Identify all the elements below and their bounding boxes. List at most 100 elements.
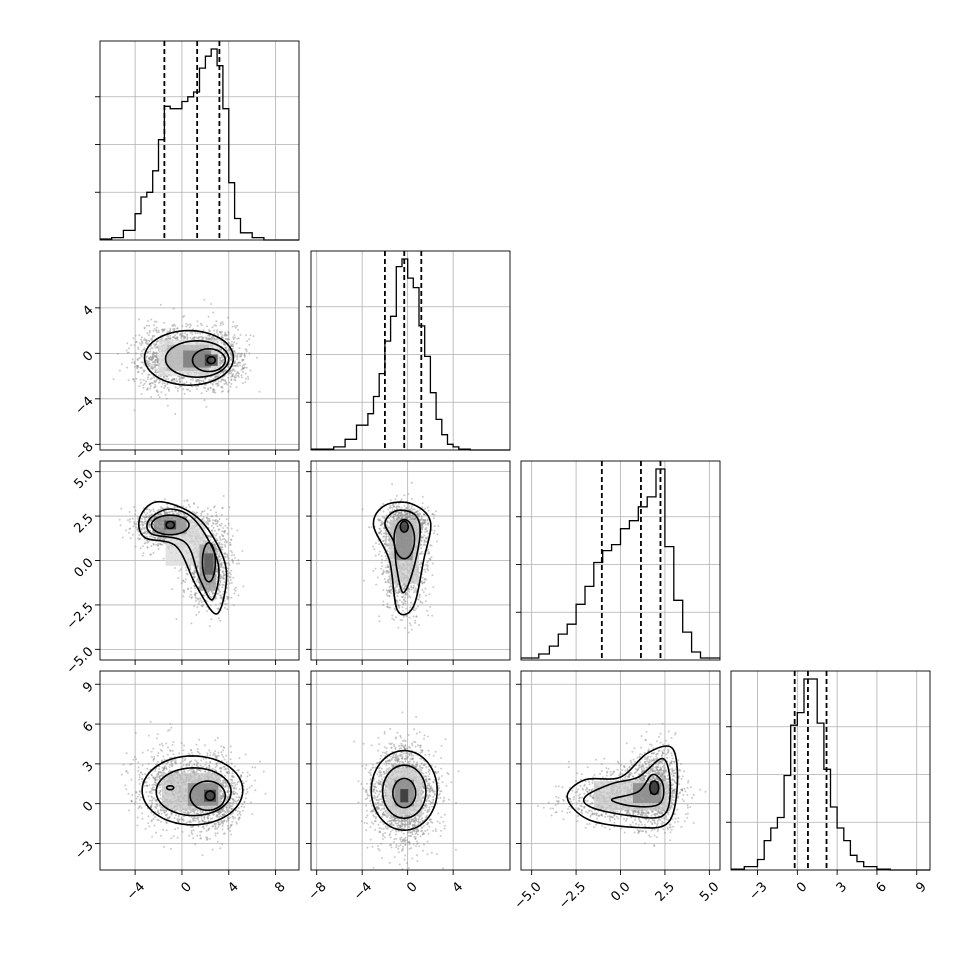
scatter-point bbox=[147, 515, 150, 518]
scatter-point bbox=[146, 342, 149, 345]
scatter-point bbox=[156, 389, 159, 392]
scatter-point bbox=[147, 363, 150, 366]
scatter-point bbox=[225, 795, 228, 798]
scatter-point bbox=[136, 364, 139, 367]
scatter-point bbox=[148, 535, 151, 538]
scatter-point bbox=[185, 322, 188, 325]
scatter-point bbox=[127, 531, 130, 534]
contour-line bbox=[146, 508, 220, 601]
scatter-point bbox=[244, 363, 247, 366]
scatter-point bbox=[211, 382, 214, 385]
scatter-point bbox=[237, 374, 239, 377]
scatter-point bbox=[221, 527, 224, 529]
scatter-point bbox=[223, 581, 226, 584]
scatter-point bbox=[208, 820, 210, 823]
scatter-point bbox=[167, 335, 170, 338]
scatter-point bbox=[172, 512, 175, 515]
scatter-point bbox=[226, 383, 229, 386]
scatter-point bbox=[249, 801, 252, 804]
scatter-point bbox=[158, 538, 161, 541]
scatter-point bbox=[233, 592, 236, 595]
scatter-point bbox=[141, 352, 144, 355]
scatter-point bbox=[210, 387, 212, 390]
scatter-point bbox=[215, 539, 218, 542]
scatter-point bbox=[201, 604, 204, 607]
scatter-point bbox=[193, 573, 196, 576]
scatter-point bbox=[160, 771, 163, 774]
scatter-point bbox=[147, 378, 149, 380]
scatter-point bbox=[229, 541, 232, 544]
scatter-point bbox=[224, 524, 227, 527]
scatter-point bbox=[219, 565, 222, 568]
scatter-point bbox=[182, 335, 185, 338]
scatter-point bbox=[236, 781, 239, 784]
scatter-point bbox=[143, 347, 146, 350]
scatter-point bbox=[209, 386, 212, 389]
scatter-point bbox=[178, 818, 181, 821]
scatter-point bbox=[237, 337, 240, 340]
scatter-point bbox=[227, 567, 230, 570]
scatter-point bbox=[134, 545, 137, 548]
scatter-point bbox=[218, 812, 221, 815]
scatter-point bbox=[215, 565, 218, 568]
scatter-point bbox=[240, 352, 243, 355]
scatter-point bbox=[215, 763, 218, 765]
scatter-point bbox=[171, 510, 174, 513]
scatter-point bbox=[232, 775, 235, 778]
scatter-point bbox=[226, 365, 229, 368]
scatter-point bbox=[237, 559, 240, 562]
scatter-point bbox=[202, 758, 205, 760]
scatter-point bbox=[241, 367, 244, 370]
scatter-point bbox=[233, 588, 236, 591]
scatter-point bbox=[244, 377, 247, 380]
scatter-point bbox=[216, 832, 219, 835]
scatter-point bbox=[187, 588, 189, 590]
scatter-point bbox=[156, 360, 159, 363]
scatter-point bbox=[152, 508, 155, 511]
scatter-point bbox=[219, 331, 222, 333]
scatter-point bbox=[150, 347, 153, 349]
scatter-point bbox=[202, 380, 205, 383]
scatter-point bbox=[198, 381, 201, 384]
scatter-point bbox=[197, 581, 200, 584]
scatter-point bbox=[127, 379, 130, 382]
scatter-point bbox=[148, 364, 151, 367]
scatter-point bbox=[165, 378, 168, 380]
scatter-point bbox=[192, 576, 195, 579]
scatter-point bbox=[173, 378, 176, 381]
scatter-point bbox=[224, 346, 227, 349]
scatter-point bbox=[191, 833, 194, 836]
scatter-point bbox=[233, 353, 236, 356]
scatter-point bbox=[207, 816, 210, 819]
scatter-point bbox=[218, 559, 221, 562]
scatter-point bbox=[120, 363, 123, 366]
scatter-point bbox=[149, 806, 152, 809]
contour-line bbox=[137, 500, 228, 615]
scatter-point bbox=[241, 360, 244, 362]
scatter-point bbox=[204, 377, 207, 380]
scatter-point bbox=[165, 742, 168, 745]
scatter-point bbox=[156, 360, 159, 363]
scatter-point bbox=[218, 537, 221, 540]
scatter-point bbox=[134, 509, 137, 512]
scatter-point bbox=[205, 516, 208, 519]
scatter-point bbox=[171, 764, 174, 767]
scatter-point bbox=[149, 362, 151, 365]
scatter-point bbox=[218, 528, 221, 531]
scatter-point bbox=[171, 379, 174, 382]
scatter-point bbox=[249, 369, 252, 372]
scatter-point bbox=[151, 357, 154, 360]
scatter-point bbox=[179, 568, 182, 571]
scatter-point bbox=[236, 358, 239, 361]
scatter-point bbox=[210, 303, 213, 305]
scatter-point bbox=[154, 371, 157, 374]
scatter-point bbox=[225, 562, 228, 564]
scatter-point bbox=[155, 326, 158, 329]
scatter-point bbox=[196, 566, 199, 569]
scatter-point bbox=[209, 595, 212, 598]
scatter-point bbox=[216, 762, 219, 765]
scatter-point bbox=[173, 327, 176, 330]
scatter-point bbox=[166, 387, 169, 389]
scatter-point bbox=[169, 723, 172, 725]
scatter-point bbox=[212, 754, 215, 757]
